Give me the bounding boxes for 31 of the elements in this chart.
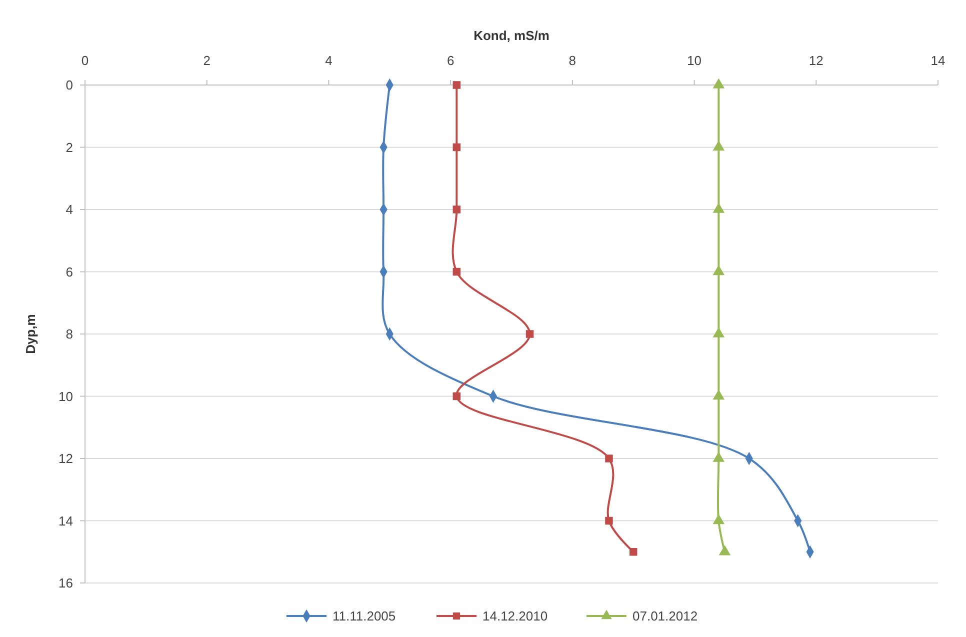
y-tick-label: 16	[58, 576, 73, 591]
legend-label: 11.11.2005	[332, 608, 396, 624]
x-tick-label: 0	[81, 53, 89, 68]
x-axis-title: Kond, mS/m	[474, 28, 550, 43]
y-tick-label: 14	[58, 513, 73, 528]
x-tick-label: 12	[808, 53, 824, 68]
x-tick-label: 4	[325, 53, 332, 68]
point	[629, 548, 638, 556]
legend-label: 07.01.2012	[632, 608, 698, 624]
point	[452, 392, 461, 400]
point	[452, 268, 461, 276]
y-tick-label: 8	[66, 326, 73, 342]
y-tick-label: 12	[58, 451, 73, 466]
x-tick-label: 6	[446, 53, 454, 68]
x-tick-label: 2	[203, 53, 210, 68]
x-tick-label: 10	[687, 53, 702, 68]
point	[452, 143, 461, 152]
point	[526, 330, 534, 338]
point	[452, 206, 461, 214]
y-tick-label: 0	[66, 78, 73, 93]
y-tick-label: 4	[66, 202, 73, 218]
x-tick-label: 8	[568, 53, 576, 68]
y-axis-title: Dyp,m	[23, 314, 38, 354]
y-tick-label: 6	[66, 264, 73, 280]
legend-label: 14.12.2010	[482, 608, 548, 624]
point	[452, 81, 461, 89]
point	[605, 454, 613, 462]
y-tick-label: 10	[58, 388, 73, 404]
y-tick-label: 2	[66, 140, 73, 155]
point	[605, 516, 613, 525]
x-tick-label: 14	[930, 53, 946, 68]
